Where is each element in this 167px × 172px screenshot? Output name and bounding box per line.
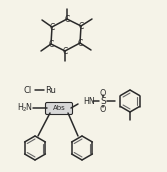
Text: C: C xyxy=(62,46,68,56)
Text: Ru: Ru xyxy=(46,85,56,94)
Text: O: O xyxy=(100,89,106,98)
Text: Cl: Cl xyxy=(24,85,32,94)
Text: HN: HN xyxy=(83,96,95,105)
Text: C: C xyxy=(49,23,55,31)
Text: H: H xyxy=(17,104,23,112)
Text: C: C xyxy=(78,22,84,30)
Text: C: C xyxy=(48,40,54,49)
Text: 2: 2 xyxy=(23,107,26,112)
Text: Abs: Abs xyxy=(53,105,65,111)
Text: C: C xyxy=(77,39,83,47)
FancyBboxPatch shape xyxy=(45,103,72,115)
Text: O: O xyxy=(100,105,106,114)
Text: C: C xyxy=(64,14,70,24)
Text: S: S xyxy=(100,96,106,105)
Text: N: N xyxy=(25,104,31,112)
